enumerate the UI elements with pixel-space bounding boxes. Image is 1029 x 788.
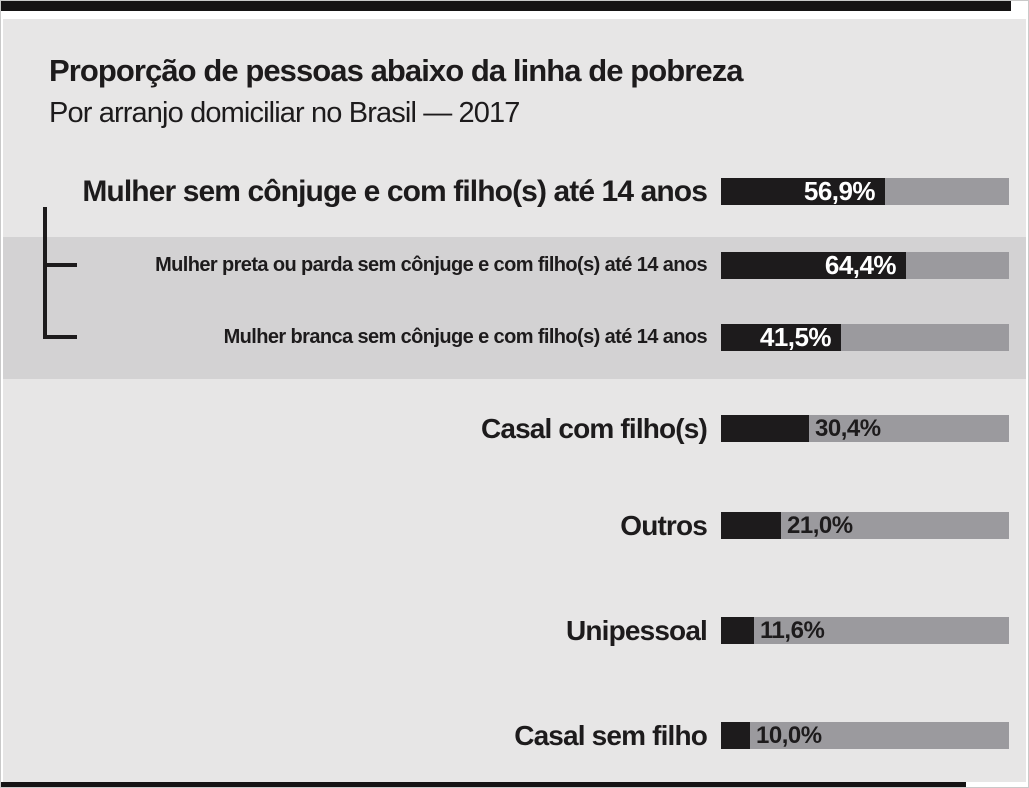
row-label: Mulher sem cônjuge e com filho(s) até 14… bbox=[82, 175, 708, 208]
bar-track: 11,6% bbox=[721, 617, 1009, 644]
chart-row: Mulher sem cônjuge e com filho(s) até 14… bbox=[3, 175, 1009, 208]
bracket-tick-top bbox=[47, 263, 77, 267]
bar-track: 30,4% bbox=[721, 415, 1009, 442]
top-rule bbox=[1, 1, 1011, 11]
bar-track: 56,9% bbox=[721, 178, 1009, 205]
value-label: 56,9% bbox=[803, 176, 876, 206]
value-label: 30,4% bbox=[815, 415, 881, 442]
chart-row: Mulher preta ou parda sem cônjuge e com … bbox=[3, 252, 1009, 279]
value-label: 21,0% bbox=[787, 512, 853, 539]
row-label: Casal com filho(s) bbox=[480, 413, 708, 444]
chart-subtitle: Por arranjo domiciliar no Brasil — 2017 bbox=[49, 97, 520, 129]
bar-track: 41,5% bbox=[721, 324, 1009, 351]
bar-fill bbox=[721, 415, 809, 442]
bar-track: 10,0% bbox=[721, 722, 1009, 749]
value-label: 41,5% bbox=[759, 322, 832, 352]
row-label: Mulher preta ou parda sem cônjuge e com … bbox=[155, 254, 708, 276]
chart-title: Proporção de pessoas abaixo da linha de … bbox=[49, 53, 744, 88]
value-label: 10,0% bbox=[756, 722, 822, 749]
chart-row: Outros 21,0% bbox=[3, 510, 1009, 541]
bar-fill: 56,9% bbox=[721, 178, 885, 205]
row-label: Outros bbox=[620, 510, 708, 541]
row-label: Casal sem filho bbox=[514, 720, 708, 751]
bar-track: 21,0% bbox=[721, 512, 1009, 539]
chart-row: Unipessoal 11,6% bbox=[3, 615, 1009, 646]
bar-fill: 64,4% bbox=[721, 252, 906, 279]
bar-fill bbox=[721, 512, 781, 539]
bar-fill: 41,5% bbox=[721, 324, 841, 351]
row-label: Mulher branca sem cônjuge e com filho(s)… bbox=[223, 326, 708, 348]
chart-card: Proporção de pessoas abaixo da linha de … bbox=[3, 19, 1026, 782]
value-label: 11,6% bbox=[760, 617, 825, 644]
row-label: Unipessoal bbox=[566, 615, 708, 646]
value-label: 64,4% bbox=[824, 250, 897, 280]
chart-row: Casal sem filho 10,0% bbox=[3, 720, 1009, 751]
bottom-rule bbox=[1, 782, 966, 787]
chart-row: Mulher branca sem cônjuge e com filho(s)… bbox=[3, 324, 1009, 351]
bracket-vertical-line bbox=[43, 207, 47, 339]
bar-track: 64,4% bbox=[721, 252, 1009, 279]
bar-fill bbox=[721, 722, 750, 749]
bar-fill bbox=[721, 617, 754, 644]
bracket-tick-bottom bbox=[47, 335, 77, 339]
chart-row: Casal com filho(s) 30,4% bbox=[3, 413, 1009, 444]
